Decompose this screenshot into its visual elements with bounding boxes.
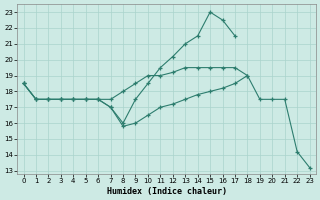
X-axis label: Humidex (Indice chaleur): Humidex (Indice chaleur) xyxy=(107,187,227,196)
